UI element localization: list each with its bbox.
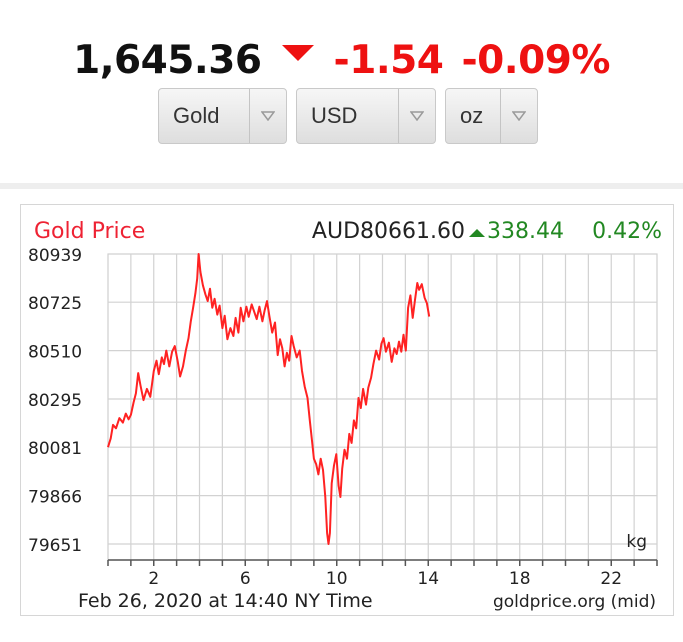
x-tick-label: 6	[240, 569, 251, 589]
x-tick-label: 10	[326, 569, 348, 589]
price-line	[107, 253, 431, 545]
x-tick-label: 2	[148, 569, 159, 589]
unit-select[interactable]: oz	[445, 88, 538, 144]
y-tick-label: 80510	[28, 343, 82, 363]
up-triangle-icon	[469, 229, 485, 237]
metal-select[interactable]: Gold	[158, 88, 287, 144]
unit-select-value: oz	[460, 103, 484, 128]
y-tick-label: 79651	[28, 536, 82, 556]
metal-select-value: Gold	[173, 103, 220, 128]
price-change: -1.54	[333, 37, 444, 83]
chart-title: Gold Price	[34, 219, 145, 244]
chart-change-percent: 0.42%	[592, 219, 662, 244]
price-change-percent: -0.09%	[461, 37, 610, 83]
chart-text: Gold Price AUD80661.60 338.44 0.42% kg F…	[34, 219, 662, 612]
y-tick-label: 80725	[28, 294, 82, 314]
selector-bar: Gold USD oz	[158, 88, 538, 144]
y-tick-label: 80939	[28, 246, 82, 266]
chart-axes: 80939 80725 80510 80295 80081 79866 79651 2 6 10 1…	[28, 246, 658, 589]
chevron-down-icon[interactable]	[500, 89, 537, 143]
x-tick-label: 14	[417, 569, 439, 589]
chevron-down-icon[interactable]	[249, 89, 286, 143]
spot-price: 1,645.36	[73, 37, 262, 83]
chart-current-price: AUD80661.60	[312, 219, 465, 244]
currency-select[interactable]: USD	[296, 88, 436, 144]
chart-source: goldprice.org (mid)	[493, 592, 656, 612]
unit-label: kg	[626, 532, 647, 552]
section-divider	[0, 183, 683, 189]
chevron-down-icon[interactable]	[398, 89, 435, 143]
chart-series	[107, 253, 431, 545]
down-triangle-icon	[281, 45, 314, 61]
chart-timestamp: Feb 26, 2020 at 14:40 NY Time	[78, 590, 373, 612]
gold-price-chart[interactable]: 80939 80725 80510 80295 80081 79866 79651 2 6 10 1…	[20, 204, 674, 616]
price-header: 1,645.36 -1.54 -0.09%	[0, 32, 683, 88]
chart-change: 338.44	[487, 219, 564, 244]
x-tick-label: 22	[600, 569, 622, 589]
currency-select-value: USD	[311, 103, 358, 128]
y-tick-label: 80295	[28, 391, 82, 411]
x-tick-label: 18	[509, 569, 531, 589]
y-tick-label: 79866	[28, 488, 82, 508]
y-tick-label: 80081	[28, 439, 82, 459]
chart-grid	[107, 253, 658, 561]
